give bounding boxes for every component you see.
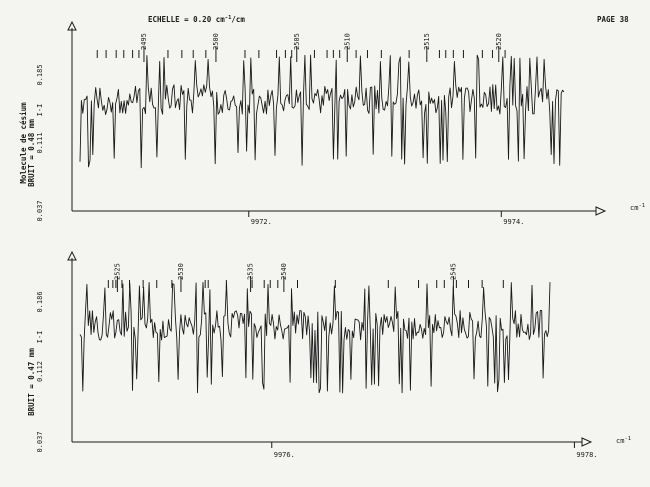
line-number-label: 2515 bbox=[423, 33, 431, 50]
y-tick-label: 0.186 bbox=[36, 291, 44, 312]
y-tick-label: 0.111 bbox=[36, 132, 44, 153]
y-tick-label: 0.037 bbox=[36, 200, 44, 221]
molecule-label: Molecule de césium bbox=[19, 102, 28, 184]
x-tick-label: 9978. bbox=[576, 451, 597, 459]
noise-label: BRUIT = 0.48 mm bbox=[27, 119, 36, 187]
spectrum-trace bbox=[79, 54, 565, 169]
scale-marker-label: I-I bbox=[36, 104, 44, 117]
line-number-label: 2500 bbox=[212, 33, 220, 50]
y-axis-arrow bbox=[67, 20, 77, 31]
x-axis-arrow bbox=[595, 206, 607, 216]
page-label: PAGE 38 bbox=[597, 15, 629, 24]
spectrum-trace bbox=[79, 281, 551, 394]
x-tick-label: 9974. bbox=[503, 218, 524, 226]
line-number-label: 2535 bbox=[247, 263, 255, 280]
x-axis-arrow bbox=[581, 437, 593, 447]
scale-label: ECHELLE = 0.20 cm-1/cm bbox=[148, 15, 245, 24]
y-axis-arrow bbox=[67, 250, 77, 261]
line-number-label: 2525 bbox=[113, 263, 121, 280]
y-tick-label: 0.112 bbox=[36, 361, 44, 382]
line-number-label: 2520 bbox=[495, 33, 503, 50]
line-number-label: 2545 bbox=[449, 263, 457, 280]
line-number-label: 2530 bbox=[177, 263, 185, 280]
line-number-label: 2495 bbox=[140, 33, 148, 50]
x-tick-label: 9972. bbox=[251, 218, 272, 226]
x-axis-label: cm-1 bbox=[616, 436, 631, 445]
spectrum-panel-1: 9972. 9974. cm-1 0.037 0.111 0.185 BRUIT = 0.4… bbox=[19, 20, 645, 226]
line-number-label: 2540 bbox=[280, 263, 288, 280]
y-tick-label: 0.185 bbox=[36, 64, 44, 85]
x-tick-label: 9976. bbox=[274, 451, 295, 459]
scale-marker-label: I-I bbox=[36, 331, 44, 344]
x-axis-label: cm-1 bbox=[630, 203, 645, 212]
line-number-label: 2510 bbox=[343, 33, 351, 50]
spectrum-panel-2: 9976. 9978. cm-1 0.037 0.112 0.186 BRUIT = 0.4… bbox=[27, 250, 631, 459]
noise-label: BRUIT = 0.47 mm bbox=[27, 348, 36, 416]
y-tick-label: 0.037 bbox=[36, 431, 44, 452]
line-number-label: 2505 bbox=[293, 33, 301, 50]
